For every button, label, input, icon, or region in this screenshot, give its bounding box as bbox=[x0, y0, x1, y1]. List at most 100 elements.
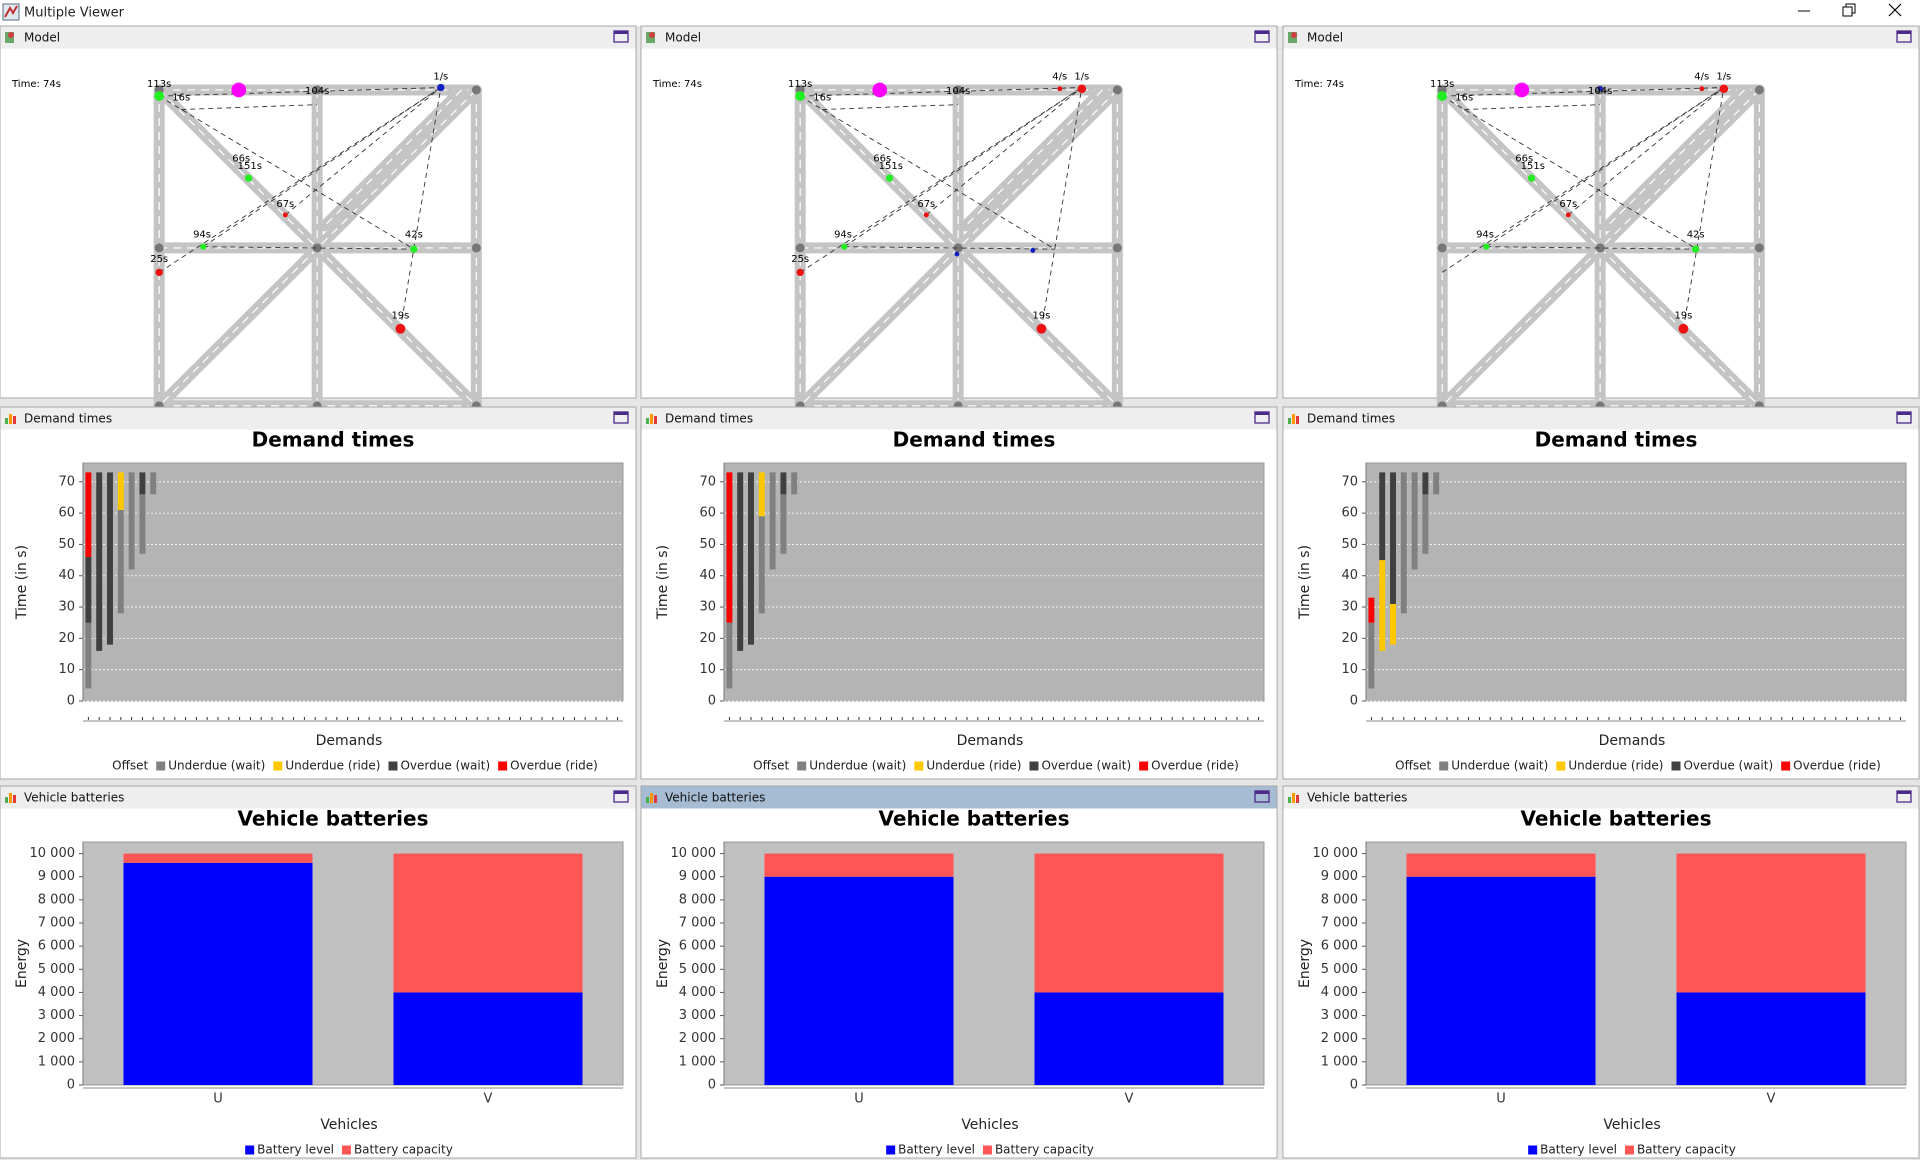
y-tick-label: 20 bbox=[699, 631, 716, 646]
panel-icon bbox=[13, 795, 16, 803]
panel-icon bbox=[1292, 793, 1295, 803]
y-tick-label: 50 bbox=[1341, 537, 1358, 552]
route bbox=[926, 87, 1083, 216]
bar-segment bbox=[107, 645, 113, 701]
y-tick-label: 8 000 bbox=[1321, 892, 1358, 907]
maximize-button[interactable] bbox=[1896, 30, 1912, 43]
maximize-button[interactable] bbox=[1254, 790, 1270, 803]
maximize-button[interactable] bbox=[613, 411, 629, 424]
road-node bbox=[312, 85, 322, 95]
bar-segment bbox=[769, 472, 776, 570]
road-marking bbox=[965, 89, 1104, 227]
panel-icon bbox=[646, 418, 649, 424]
close-button[interactable] bbox=[1888, 3, 1902, 17]
vehicle-marker bbox=[795, 91, 806, 101]
y-tick-label: 20 bbox=[58, 631, 75, 646]
legend-swatch bbox=[982, 1145, 992, 1155]
panel: Vehicle batteries Vehicle batteries 0 1 000… bbox=[1282, 785, 1920, 1159]
panel-header bbox=[641, 786, 1277, 809]
y-tick-label: 8 000 bbox=[38, 892, 75, 907]
y-tick-label: 1 000 bbox=[38, 1054, 75, 1069]
maximize-button[interactable] bbox=[1254, 411, 1270, 424]
panel-title: Model bbox=[665, 31, 701, 45]
legend-swatch bbox=[1556, 761, 1566, 771]
x-tick-label: U bbox=[854, 1092, 864, 1107]
bar-segment bbox=[1368, 622, 1375, 689]
bar-segment bbox=[758, 516, 765, 614]
bar-segment bbox=[780, 554, 786, 701]
bar-segment bbox=[128, 472, 135, 570]
legend-swatch bbox=[1439, 761, 1449, 771]
legend-swatch bbox=[797, 761, 807, 771]
road-marking bbox=[799, 89, 959, 249]
maximize-button[interactable] bbox=[1896, 790, 1912, 803]
panel-icon bbox=[654, 795, 657, 803]
panel-title: Vehicle batteries bbox=[24, 791, 124, 805]
maximize-icon bbox=[1255, 31, 1269, 34]
y-tick-label: 10 bbox=[699, 662, 716, 677]
x-tick-label: V bbox=[1767, 1092, 1776, 1107]
marker-label: 1/s bbox=[433, 71, 448, 82]
marker-label: 94s bbox=[1476, 229, 1494, 240]
road-marking bbox=[799, 89, 1118, 407]
marker-label: 67s bbox=[917, 199, 935, 210]
route bbox=[158, 95, 415, 250]
vehicle-marker bbox=[1483, 243, 1490, 250]
legend-swatch bbox=[1139, 761, 1149, 771]
route bbox=[181, 104, 318, 111]
bar-segment bbox=[1390, 603, 1396, 645]
legend-swatch bbox=[100, 762, 109, 771]
route bbox=[399, 87, 442, 329]
bar-segment bbox=[1433, 494, 1439, 701]
y-tick-label: 20 bbox=[1341, 631, 1358, 646]
maximize-icon bbox=[1255, 412, 1269, 415]
panel-header bbox=[1283, 786, 1919, 809]
vehicle-marker bbox=[282, 212, 288, 218]
legend-label: Overdue (ride) bbox=[1793, 759, 1881, 773]
marker-label: 104s bbox=[1588, 86, 1612, 97]
chart-title: Demand times bbox=[252, 428, 415, 452]
bar-segment bbox=[759, 613, 765, 701]
legend-swatch bbox=[1781, 761, 1791, 771]
legend-label: Overdue (wait) bbox=[1041, 759, 1131, 773]
marker-label: 67s bbox=[1559, 199, 1577, 210]
maximize-button[interactable] bbox=[1896, 411, 1912, 424]
y-tick-label: 9 000 bbox=[679, 869, 716, 884]
marker-label: 104s bbox=[946, 86, 970, 97]
maximize-button[interactable] bbox=[613, 790, 629, 803]
legend-label: Overdue (wait) bbox=[400, 759, 490, 773]
bar-segment bbox=[85, 472, 92, 557]
bar-segment bbox=[780, 494, 787, 554]
panel-title: Vehicle batteries bbox=[1307, 791, 1407, 805]
maximize-button[interactable] bbox=[613, 30, 629, 43]
route bbox=[1442, 87, 1724, 97]
plot-area bbox=[723, 462, 1265, 702]
bar-segment bbox=[393, 992, 583, 1085]
road-marking bbox=[1441, 89, 1760, 407]
y-tick-label: 6 000 bbox=[1321, 939, 1358, 954]
y-tick-label: 30 bbox=[1341, 600, 1358, 615]
marker-label: 113s bbox=[1430, 79, 1454, 90]
restore-button[interactable] bbox=[1842, 3, 1856, 17]
route bbox=[800, 87, 1082, 97]
legend-swatch bbox=[914, 761, 924, 771]
maximize-button[interactable] bbox=[1254, 30, 1270, 43]
marker-label: 19s bbox=[1032, 310, 1050, 321]
bar-segment bbox=[129, 569, 135, 701]
legend-label: Battery capacity bbox=[354, 1143, 453, 1157]
x-axis-label: Vehicles bbox=[320, 1117, 377, 1133]
bar-segment bbox=[791, 494, 797, 701]
y-tick-label: 10 bbox=[58, 662, 75, 677]
panel-icon bbox=[1288, 797, 1291, 803]
x-tick-label: U bbox=[1496, 1092, 1506, 1107]
bar-segment bbox=[791, 472, 798, 495]
legend-label: Underdue (ride) bbox=[285, 759, 380, 773]
legend-label: Underdue (ride) bbox=[926, 759, 1021, 773]
x-axis-label: Vehicles bbox=[1603, 1117, 1660, 1133]
marker-label: 66s bbox=[873, 154, 891, 165]
road-marking bbox=[1607, 89, 1746, 227]
legend-label: Underdue (wait) bbox=[168, 759, 265, 773]
y-tick-label: 0 bbox=[67, 694, 75, 709]
y-tick-label: 50 bbox=[58, 537, 75, 552]
